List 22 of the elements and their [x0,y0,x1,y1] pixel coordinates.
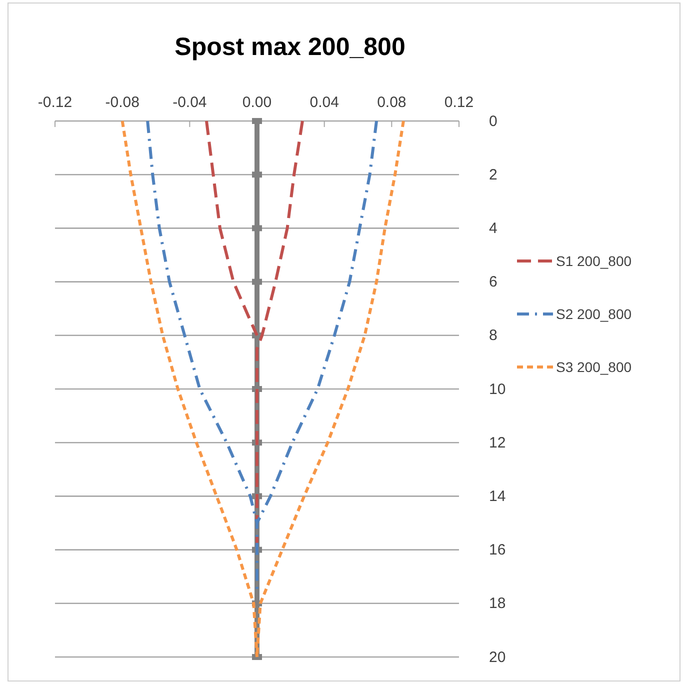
legend-label: S1 200_800 [556,253,632,269]
y-tick-label: 12 [489,434,506,452]
x-tick-label: 0.12 [444,94,474,111]
y-tick-label: 10 [489,380,506,398]
y-tick-label: 6 [489,274,498,291]
y-tick-label: 2 [489,166,498,184]
chart-title: Spost max 200_800 [174,33,406,61]
legend-label: S3 200_800 [556,359,632,375]
y-tick-label: 20 [489,648,506,666]
y-tick-label: 18 [489,595,506,612]
x-tick-label: -0.08 [105,94,140,111]
y-tick-label: 14 [489,488,506,505]
y-tick-label: 0 [489,112,498,130]
y-tick-label: 16 [489,542,506,559]
y-tick-label: 8 [489,327,498,344]
x-tick-label: 0.04 [310,94,339,111]
y-tick-label: 4 [489,220,498,237]
x-tick-label: 0.00 [242,94,272,111]
x-tick-label: -0.04 [172,94,207,111]
x-tick-label: -0.12 [38,94,72,111]
x-tick-label: 0.08 [377,94,406,111]
legend-label: S2 200_800 [556,306,632,322]
